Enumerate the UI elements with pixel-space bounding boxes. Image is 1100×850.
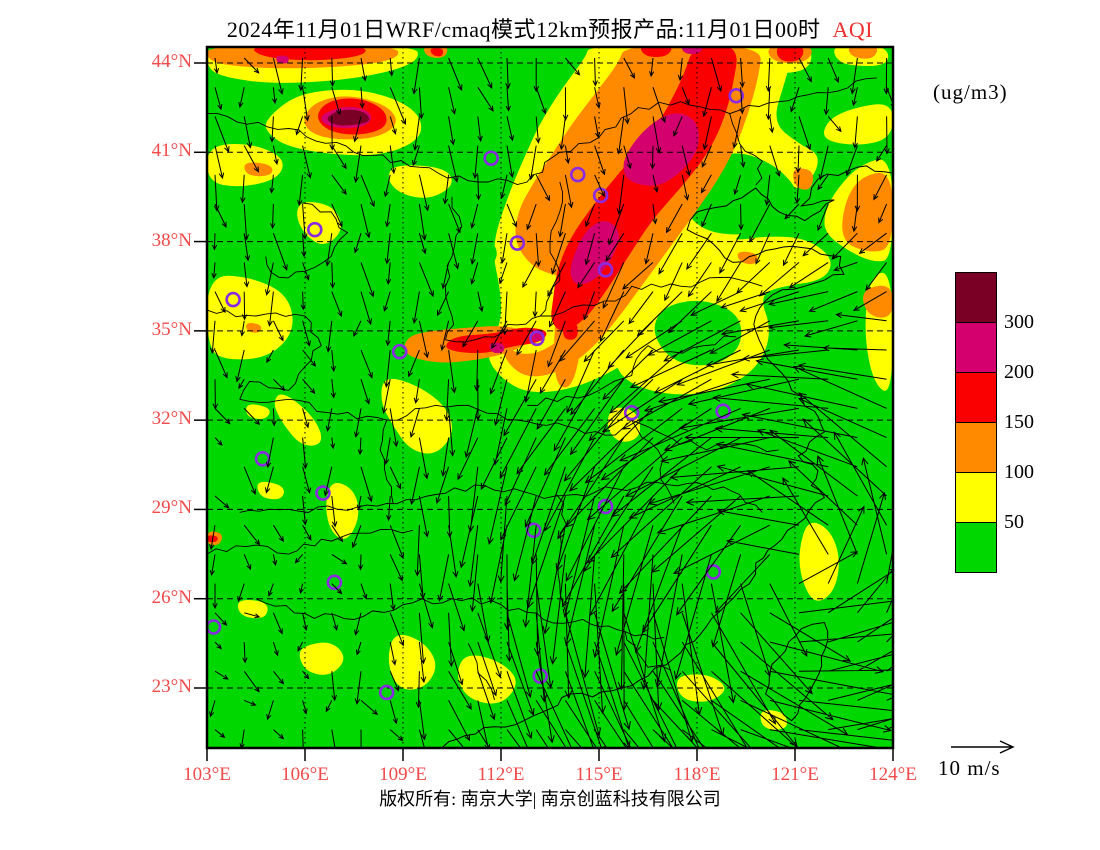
aqi-contour-region [430, 48, 444, 57]
province-border-line [445, 276, 763, 343]
province-border-line [207, 309, 322, 400]
aqi-contour-region [842, 172, 893, 252]
taiwan-island-outline [765, 621, 829, 722]
map-layers [207, 47, 893, 748]
latitude-tick-label: 32°N [151, 408, 192, 430]
province-border-line [265, 202, 349, 279]
latitude-tick-label: 44°N [151, 51, 192, 72]
city-marker [597, 498, 614, 515]
latitude-tick-label: 41°N [151, 140, 192, 162]
longitude-tick-label: 115°E [575, 764, 623, 785]
city-marker [509, 235, 526, 251]
colorbar-level-label: 150 [1004, 411, 1034, 433]
aqi-contour-region [246, 323, 262, 333]
aqi-contour-region [276, 55, 289, 64]
aqi-contour-region [257, 481, 284, 500]
colorbar-level-label: 50 [1004, 511, 1024, 533]
wind-reference-arrow [951, 740, 1015, 754]
colorbar-cell [955, 422, 997, 473]
province-border-line [539, 181, 563, 317]
aqi-contour-region [848, 47, 878, 59]
colorbar-level-label: 300 [1004, 311, 1034, 333]
city-marker [569, 166, 586, 183]
aqi-contour-region [570, 221, 619, 285]
city-marker [728, 87, 745, 104]
aqi-contour-region [776, 47, 804, 62]
province-border-line [729, 113, 763, 186]
aqi-contour-region [654, 300, 742, 366]
city-marker [225, 291, 241, 308]
colorbar-cell [955, 472, 997, 523]
city-marker [483, 150, 500, 167]
longitude-tick-label: 103°E [183, 764, 231, 785]
copyright-footer: 版权所有: 南京大学| 南京创蓝科技有限公司 [379, 789, 721, 809]
city-marker [391, 343, 408, 360]
colorbar-cell [955, 372, 997, 423]
aqi-contour-region [607, 407, 641, 442]
latitude-tick-label: 38°N [151, 229, 192, 251]
colorbar-cell [955, 272, 997, 323]
longitude-tick-label: 124°E [869, 764, 917, 785]
title-variable: AQI [832, 17, 874, 42]
title-main: 2024年11月01日WRF/cmaq模式12km预报产品:11月01日00时 [226, 17, 821, 42]
city-marker [315, 485, 331, 501]
longitude-tick-label: 109°E [379, 764, 427, 785]
longitude-tick-label: 112°E [477, 764, 525, 785]
province-border-line [239, 481, 763, 513]
province-border-line [527, 335, 737, 406]
longitude-tick-label: 118°E [673, 764, 721, 785]
colorbar-level-label: 100 [1004, 461, 1034, 483]
province-border-line [207, 77, 877, 185]
province-border-line [445, 196, 463, 340]
wind-vector-field [209, 57, 893, 748]
aqi-contour-region [823, 104, 893, 145]
province-border-line [379, 419, 394, 504]
province-border-line [624, 631, 672, 671]
page-title: 2024年11月01日WRF/cmaq模式12km预报产品:11月01日00时 A… [0, 12, 1100, 44]
aqi-contour-region [623, 113, 699, 186]
city-marker [326, 574, 343, 591]
aqi-contour-region [237, 599, 268, 619]
city-marker [623, 404, 640, 421]
wind-reference-label: 10 m/s [938, 756, 1001, 780]
aqi-contour-region [438, 226, 497, 270]
colorbar-level-label: 200 [1004, 361, 1034, 383]
province-border-line [207, 529, 413, 555]
aqi-contour-region [863, 285, 893, 318]
city-marker [378, 684, 395, 701]
aqi-contour-region [640, 47, 672, 58]
latitude-tick-label: 35°N [151, 318, 192, 340]
city-marker [529, 330, 545, 347]
latitude-tick-label: 23°N [151, 676, 192, 697]
map-frame [205, 45, 895, 750]
longitude-tick-label: 106°E [281, 764, 329, 785]
aqi-contour-region [388, 165, 452, 198]
latitude-tick-label: 26°N [151, 586, 192, 608]
colorbar-cell [955, 322, 997, 373]
aqi-contour-region [327, 109, 370, 126]
city-marker [715, 403, 731, 420]
latitude-tick-label: 29°N [151, 497, 192, 519]
aqi-contour-region [299, 642, 344, 675]
colorbar-unit: (ug/m3) [933, 80, 1008, 104]
city-marker [597, 262, 614, 278]
city-marker [306, 221, 323, 238]
colorbar-cell [955, 522, 997, 573]
longitude-tick-label: 121°E [771, 764, 819, 785]
aqi-contour-region [246, 404, 270, 419]
